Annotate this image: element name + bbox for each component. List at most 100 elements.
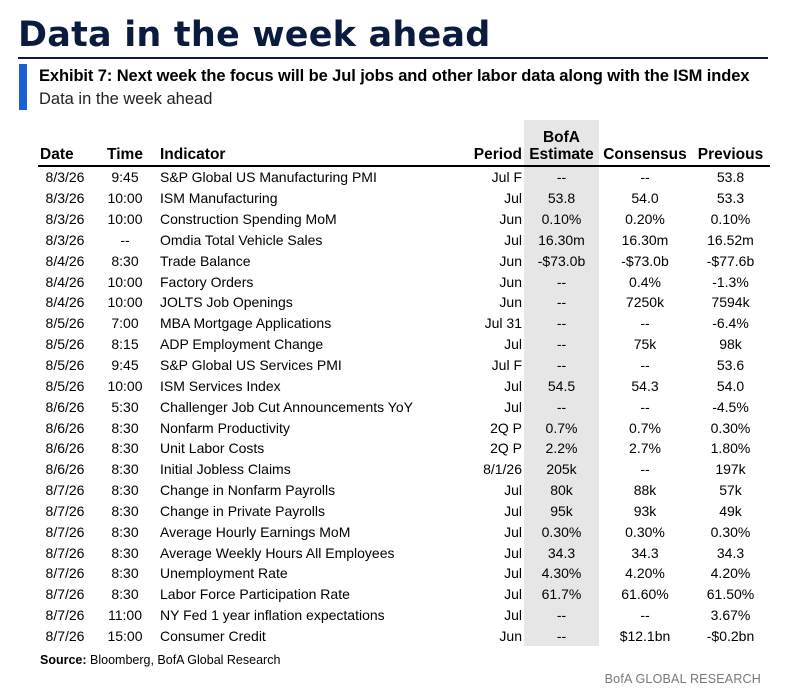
cell-indicator: ISM Manufacturing bbox=[160, 190, 278, 207]
cell-date: 8/7/26 bbox=[45, 544, 85, 561]
cell-period: 8/1/26 bbox=[483, 461, 522, 478]
cell-date: 8/3/26 bbox=[45, 169, 85, 186]
cell-estimate: 34.3 bbox=[524, 542, 599, 564]
cell-consensus: 4.20% bbox=[625, 565, 665, 582]
cell-previous: 53.6 bbox=[716, 357, 745, 374]
table-row: 8/4/26 8:30 Trade Balance Jun -$73.0b -$73.0b… bbox=[38, 250, 770, 272]
cell-date: 8/5/26 bbox=[45, 315, 85, 332]
cell-estimate: -- bbox=[524, 333, 599, 355]
cell-previous: -1.3% bbox=[712, 273, 749, 290]
cell-indicator: Labor Force Participation Rate bbox=[160, 586, 350, 603]
cell-indicator: Nonfarm Productivity bbox=[160, 419, 290, 436]
cell-estimate: -- bbox=[524, 292, 599, 313]
cell-indicator: Omdia Total Vehicle Sales bbox=[160, 231, 323, 248]
cell-period: Jul bbox=[504, 190, 522, 207]
cell-consensus: 0.30% bbox=[625, 523, 665, 540]
cell-period: Jul bbox=[504, 586, 522, 603]
cell-previous: 53.3 bbox=[716, 190, 745, 207]
table-row: 8/6/26 8:30 Initial Jobless Claims 8/1/26 20… bbox=[38, 458, 770, 480]
cell-indicator: Change in Private Payrolls bbox=[160, 502, 325, 519]
column-header-period: Period bbox=[446, 120, 524, 167]
cell-indicator: Change in Nonfarm Payrolls bbox=[160, 482, 336, 499]
cell-previous: 197k bbox=[715, 461, 746, 478]
cell-indicator: Factory Orders bbox=[160, 273, 254, 290]
cell-estimate: 80k bbox=[524, 479, 599, 501]
cell-consensus: 54.3 bbox=[631, 377, 659, 394]
cell-consensus: 16.30m bbox=[621, 231, 669, 248]
exhibit-subtitle: Data in the week ahead bbox=[39, 90, 213, 108]
cell-indicator: ISM Services Index bbox=[160, 377, 281, 394]
cell-time: 10:00 bbox=[107, 273, 143, 290]
cell-period: 2Q P bbox=[490, 419, 522, 436]
column-header-estimate-line1: BofA bbox=[542, 129, 581, 146]
cell-previous: 53.8 bbox=[716, 169, 745, 186]
cell-indicator: NY Fed 1 year inflation expectations bbox=[160, 607, 385, 624]
cell-date: 8/3/26 bbox=[45, 211, 85, 228]
cell-previous: -$77.6b bbox=[706, 252, 755, 269]
cell-date: 8/6/26 bbox=[45, 461, 85, 478]
table-row: 8/3/26 -- Omdia Total Vehicle Sales Jul 16.3… bbox=[38, 229, 770, 251]
table-row: 8/7/26 8:30 Change in Nonfarm Payrolls Jul 8… bbox=[38, 479, 770, 501]
cell-period: Jul bbox=[504, 502, 522, 519]
cell-consensus: -$73.0b bbox=[621, 252, 669, 269]
column-header-indicator: Indicator bbox=[158, 120, 446, 167]
cell-date: 8/7/26 bbox=[45, 586, 85, 603]
cell-period: Jul bbox=[504, 482, 522, 499]
cell-previous: -$0.2bn bbox=[706, 627, 755, 644]
table-row: 8/5/26 10:00 ISM Services Index Jul 54.5 54.3… bbox=[38, 375, 770, 397]
cell-estimate: -- bbox=[524, 625, 599, 647]
cell-indicator: Consumer Credit bbox=[160, 627, 266, 644]
cell-previous: 54.0 bbox=[716, 377, 745, 394]
cell-time: 8:30 bbox=[111, 482, 139, 499]
table-row: 8/7/26 8:30 Average Hourly Earnings MoM Jul… bbox=[38, 521, 770, 543]
cell-consensus: 75k bbox=[633, 336, 657, 353]
cell-consensus: 7250k bbox=[625, 294, 665, 311]
exhibit-title: Exhibit 7: Next week the focus will be J… bbox=[39, 67, 750, 85]
table-row: 8/6/26 8:30 Unit Labor Costs 2Q P 2.2% 2.7% 1.… bbox=[38, 437, 770, 459]
cell-date: 8/4/26 bbox=[45, 273, 85, 290]
cell-estimate: 2.2% bbox=[524, 437, 599, 459]
cell-period: Jul bbox=[504, 607, 522, 624]
table-row: 8/5/26 8:15 ADP Employment Change Jul -- 75k 9… bbox=[38, 333, 770, 355]
exhibit-accent-bar bbox=[19, 64, 27, 110]
cell-period: Jul F bbox=[491, 357, 522, 374]
cell-period: 2Q P bbox=[490, 440, 522, 457]
cell-consensus: 0.7% bbox=[629, 419, 661, 436]
cell-consensus: 93k bbox=[633, 502, 657, 519]
cell-consensus: -- bbox=[640, 607, 650, 624]
cell-previous: 61.50% bbox=[706, 586, 755, 603]
cell-time: 5:30 bbox=[111, 398, 139, 415]
cell-period: Jul bbox=[504, 231, 522, 248]
table-row: 8/4/26 10:00 Factory Orders Jun -- 0.4% -1.3% bbox=[38, 271, 770, 293]
cell-date: 8/7/26 bbox=[45, 565, 85, 582]
cell-previous: 3.67% bbox=[710, 607, 751, 624]
source-note: Source: Bloomberg, BofA Global Research bbox=[40, 653, 280, 667]
cell-consensus: 54.0 bbox=[631, 190, 659, 207]
cell-time: 8:30 bbox=[111, 461, 139, 478]
cell-estimate: -- bbox=[524, 271, 599, 293]
table-row: 8/7/26 15:00 Consumer Credit Jun -- $12.1bn -$… bbox=[38, 625, 770, 647]
cell-date: 8/7/26 bbox=[45, 523, 85, 540]
table-row: 8/5/26 7:00 MBA Mortgage Applications Jul 3… bbox=[38, 312, 770, 334]
cell-estimate: -- bbox=[524, 354, 599, 376]
cell-time: 8:15 bbox=[111, 336, 139, 353]
cell-consensus: 0.20% bbox=[625, 211, 665, 228]
cell-previous: 0.10% bbox=[710, 211, 751, 228]
cell-time: 8:30 bbox=[111, 523, 139, 540]
cell-indicator: Initial Jobless Claims bbox=[160, 461, 291, 478]
cell-indicator: MBA Mortgage Applications bbox=[160, 315, 332, 332]
table-row: 8/6/26 5:30 Challenger Job Cut Announcemen… bbox=[38, 396, 770, 418]
cell-consensus: 34.3 bbox=[631, 544, 659, 561]
source-label: Source: bbox=[40, 653, 87, 667]
cell-period: Jun bbox=[499, 627, 522, 644]
cell-consensus: 0.4% bbox=[629, 273, 661, 290]
cell-indicator: ADP Employment Change bbox=[160, 336, 324, 353]
cell-indicator: Unit Labor Costs bbox=[160, 440, 265, 457]
table-row: 8/4/26 10:00 JOLTS Job Openings Jun -- 7250k 7… bbox=[38, 292, 770, 313]
cell-consensus: -- bbox=[640, 398, 650, 415]
cell-previous: -4.5% bbox=[712, 398, 749, 415]
brand-footer: BofA GLOBAL RESEARCH bbox=[604, 672, 761, 686]
cell-period: Jul bbox=[504, 398, 522, 415]
cell-date: 8/7/26 bbox=[45, 627, 85, 644]
column-header-date: Date bbox=[38, 120, 92, 167]
